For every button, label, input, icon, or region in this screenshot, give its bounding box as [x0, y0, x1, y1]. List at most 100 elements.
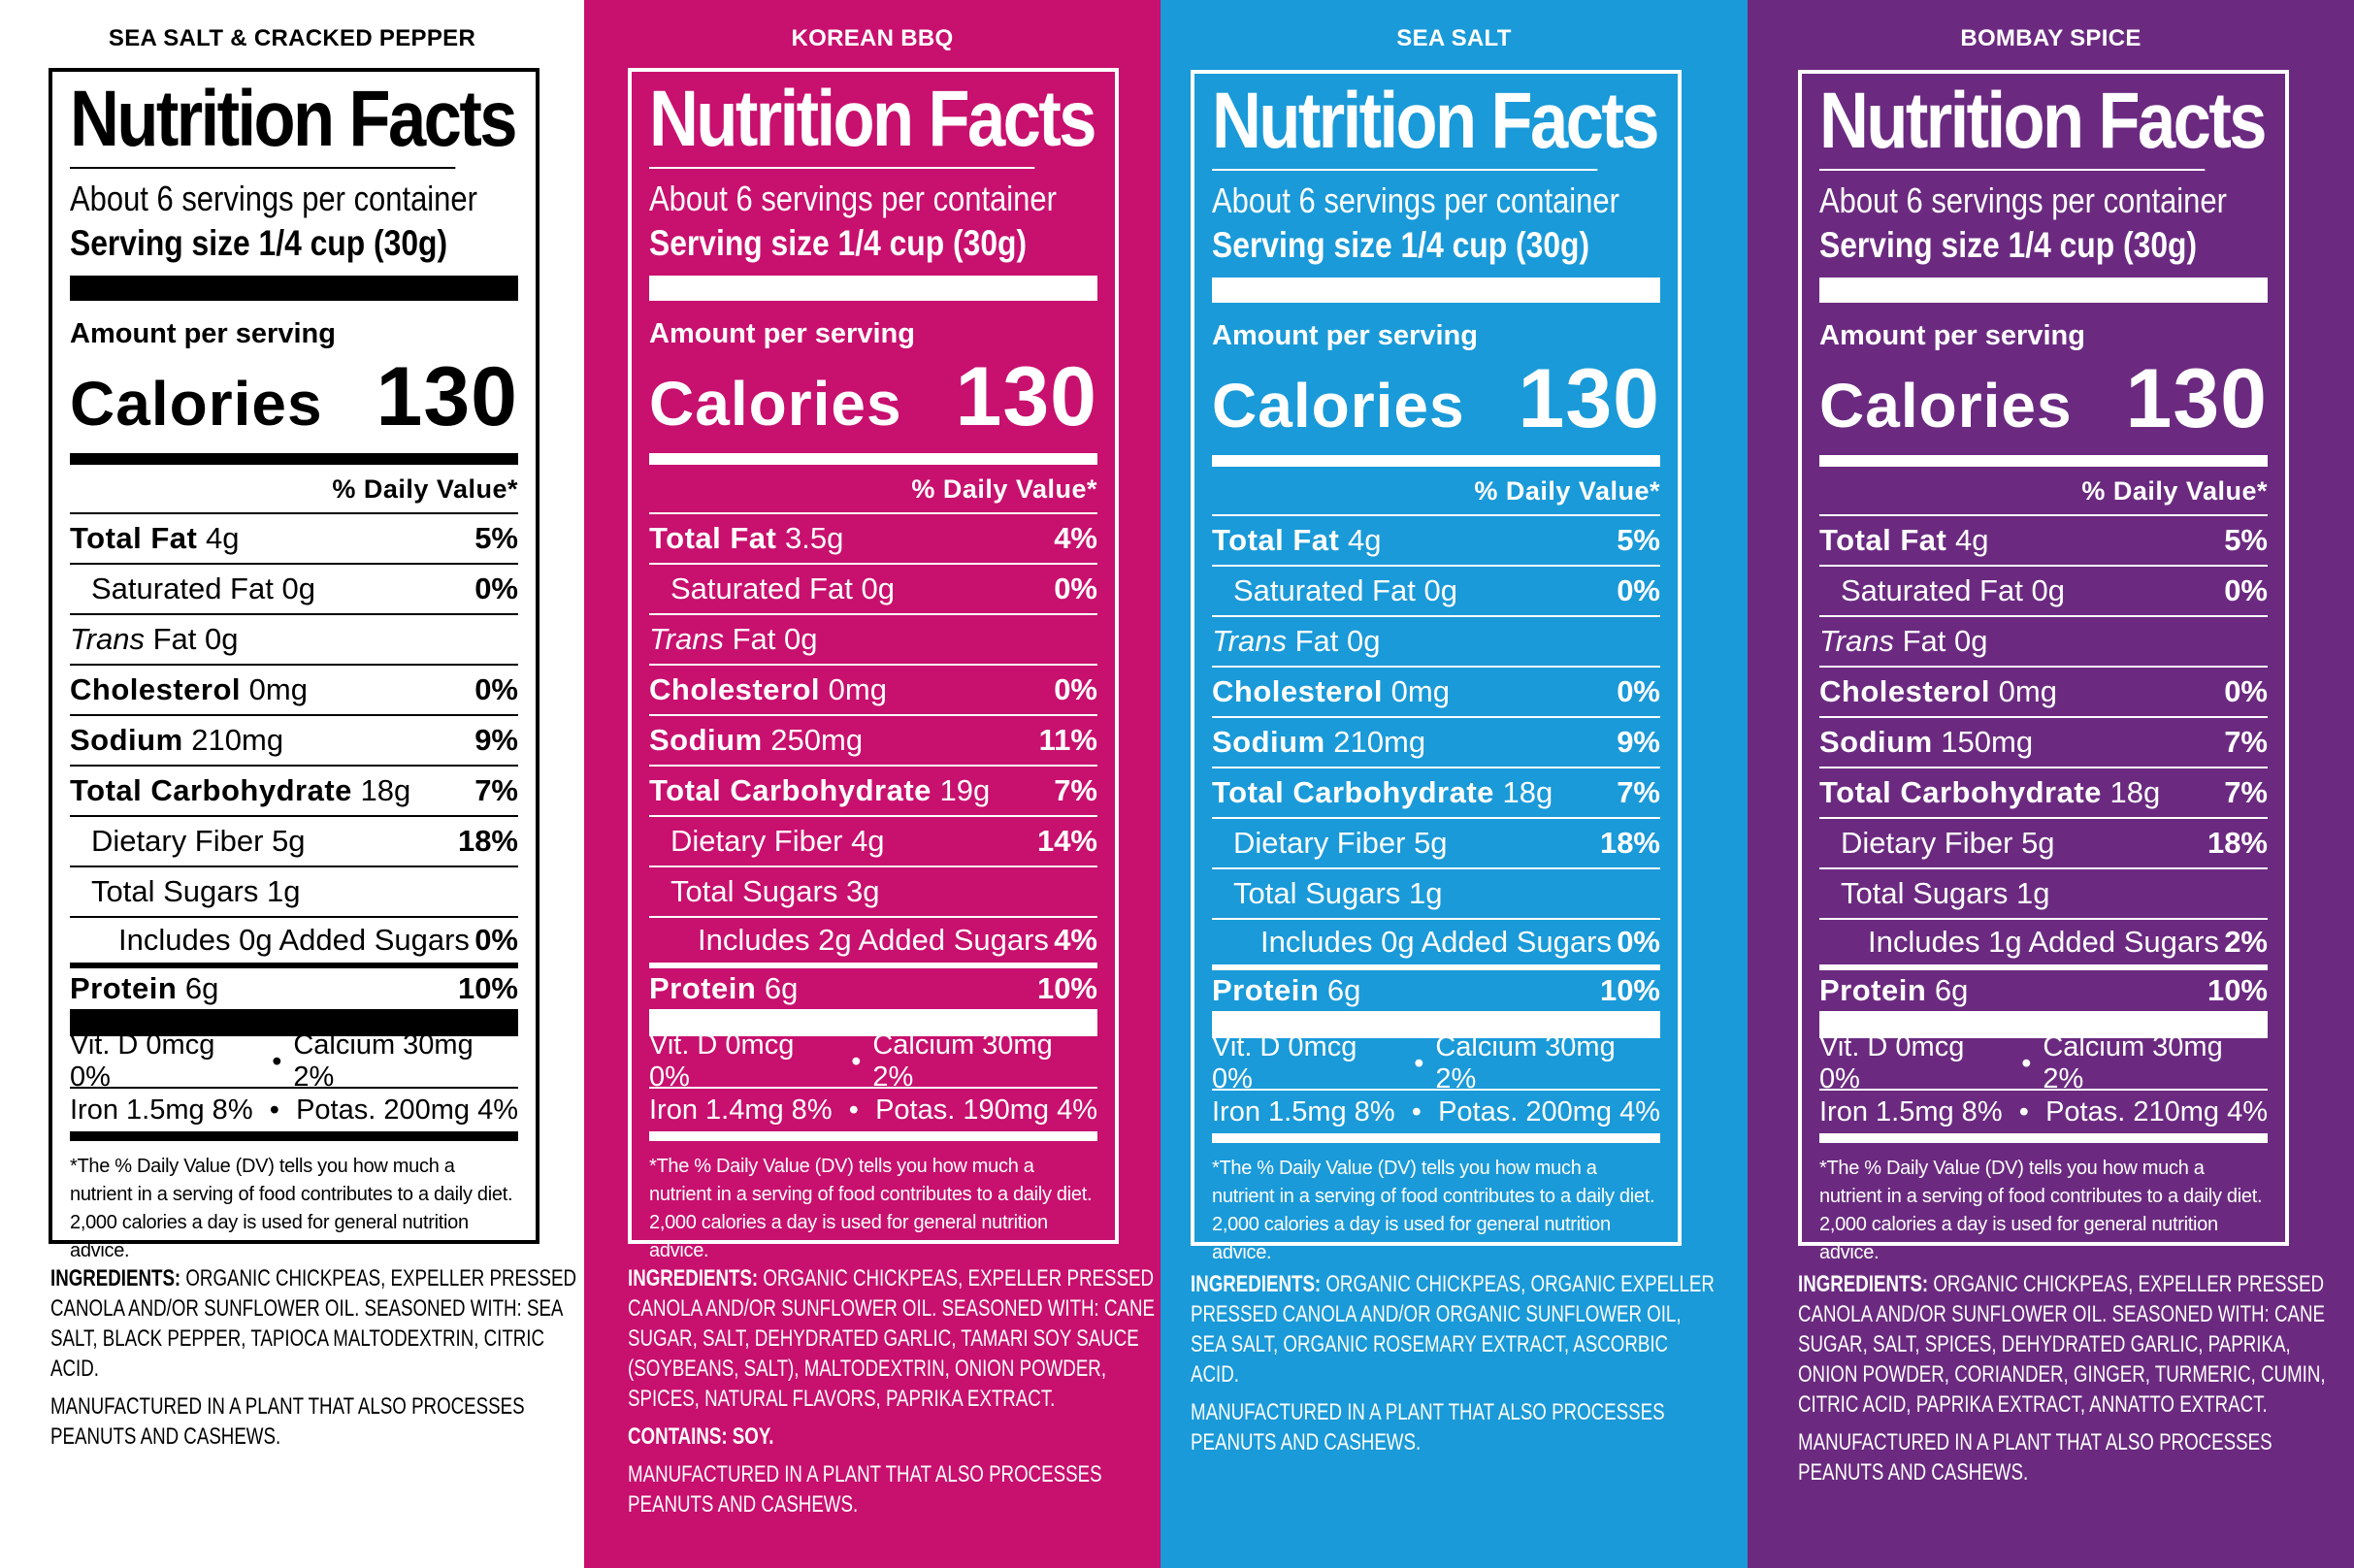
- nutrient-row: Dietary Fiber 5g 18%: [1212, 819, 1660, 870]
- nutrient-amount: Fat 0g: [1294, 624, 1381, 659]
- nutrient-amount: 6g: [1326, 973, 1361, 1008]
- nutrient-name: Sodium: [1212, 725, 1325, 760]
- nutrient-amount: 1g: [2015, 876, 2050, 911]
- daily-value-percent: 5%: [1617, 523, 1660, 558]
- daily-value-percent: 18%: [457, 824, 518, 859]
- bullet-separator: •: [1411, 1095, 1422, 1127]
- nutrient-amount: 4g: [1955, 523, 1989, 558]
- flavor-title: BOMBAY SPICE: [1960, 25, 2141, 51]
- ingredients-block: INGREDIENTS: ORGANIC CHICKPEAS, EXPELLER…: [628, 1263, 1158, 1527]
- nutrient-row: Trans Fat 0g: [649, 615, 1097, 667]
- daily-value-percent: 0%: [2224, 674, 2268, 709]
- nutrient-amount: 0mg: [828, 672, 887, 707]
- nutrient-row: Protein 6g 10%: [1212, 970, 1660, 1039]
- mineral-row: Iron 1.5mg 8% • Potas. 200mg 4%: [70, 1089, 518, 1142]
- ingredients-heading: INGREDIENTS:: [628, 1265, 759, 1291]
- servings-per-container: About 6 servings per container: [1819, 180, 2227, 221]
- nutrient-row: Total Carbohydrate 19g 7%: [649, 767, 1097, 818]
- nutrient-row: Cholesterol 0mg 0%: [1819, 668, 2268, 719]
- nutrient-row: Total Fat 4g 5%: [1212, 516, 1660, 568]
- nutrient-row: Cholesterol 0mg 0%: [649, 666, 1097, 717]
- calories-label: Calories: [649, 369, 902, 440]
- nutrient-row: Total Carbohydrate 18g 7%: [1212, 768, 1660, 820]
- flavor-panel: SEA SALT & CRACKED PEPPER Nutrition Facts…: [0, 0, 584, 1568]
- nutrient-name: Dietary Fiber: [91, 824, 264, 859]
- daily-value-header: % Daily Value*: [1212, 467, 1660, 517]
- daily-value-percent: 0%: [1617, 674, 1660, 709]
- iron: Iron 1.4mg 8%: [649, 1094, 833, 1126]
- mineral-row: Iron 1.4mg 8% • Potas. 190mg 4%: [649, 1089, 1097, 1142]
- nutrient-row: Includes 0g Added Sugars 0%: [1212, 920, 1660, 971]
- label-title: Nutrition Facts: [649, 77, 1096, 170]
- daily-value-percent: 10%: [2207, 973, 2268, 1008]
- daily-value-header: % Daily Value*: [1819, 467, 2268, 517]
- serving-size: Serving size 1/4 cup (30g): [1212, 225, 1590, 266]
- nutrient-amount: 18g: [1502, 775, 1553, 810]
- flavor-panel: KOREAN BBQ Nutrition Facts About 6 serving…: [584, 0, 1161, 1568]
- flavor-panel: SEA SALT Nutrition Facts About 6 servings …: [1161, 0, 1748, 1568]
- thick-divider: [1212, 278, 1660, 304]
- daily-value-footnote: *The % Daily Value (DV) tells you how mu…: [1212, 1158, 1655, 1264]
- vitamin-row: Vit. D 0mcg 0% • Calcium 30mg 2%: [1212, 1031, 1660, 1094]
- nutrient-row: Saturated Fat 0g 0%: [1212, 567, 1660, 618]
- iron: Iron 1.5mg 8%: [1212, 1095, 1395, 1127]
- servings-per-container: About 6 servings per container: [1212, 180, 1619, 221]
- bullet-separator: •: [2018, 1095, 2029, 1127]
- daily-value-percent: 9%: [1617, 725, 1660, 760]
- nutrient-row: Cholesterol 0mg 0%: [70, 666, 518, 717]
- servings-per-container: About 6 servings per container: [649, 179, 1057, 219]
- bullet-separator: •: [269, 1094, 279, 1126]
- nutrient-row: Dietary Fiber 4g 14%: [649, 817, 1097, 868]
- nutrient-amount: 0g: [2031, 573, 2065, 608]
- mineral-row: Iron 1.5mg 8% • Potas. 200mg 4%: [1212, 1091, 1660, 1144]
- nutrient-row: Total Sugars 1g: [1819, 869, 2268, 921]
- calcium: Calcium 30mg 2%: [293, 1029, 474, 1094]
- nutrient-row: Trans Fat 0g: [1819, 617, 2268, 669]
- daily-value-footnote: *The % Daily Value (DV) tells you how mu…: [649, 1156, 1093, 1262]
- allergen-statement: CONTAINS: SOY.: [628, 1423, 774, 1450]
- nutrition-facts-label: Nutrition Facts About 6 servings per cont…: [1191, 70, 1682, 1263]
- nutrient-amount: 0g: [281, 572, 315, 606]
- nutrient-row: Dietary Fiber 5g 18%: [1819, 819, 2268, 870]
- nutrient-amount: 0mg: [248, 672, 308, 707]
- ingredients-heading: INGREDIENTS:: [1191, 1271, 1322, 1297]
- calcium: Calcium 30mg 2%: [872, 1029, 1053, 1094]
- nutrient-row: Includes 2g Added Sugars 4%: [649, 918, 1097, 969]
- daily-value-percent: 0%: [1617, 573, 1660, 608]
- nutrient-name: Trans: [1819, 624, 1894, 659]
- nutrient-row: Total Sugars 1g: [1212, 869, 1660, 921]
- nutrient-amount: 1g: [1408, 876, 1443, 911]
- nutrition-facts-label: Nutrition Facts About 6 servings per cont…: [49, 68, 539, 1261]
- daily-value-percent: 0%: [474, 572, 518, 606]
- flavor-panel: BOMBAY SPICE Nutrition Facts About 6 servi…: [1748, 0, 2354, 1568]
- nutrient-amount: 5g: [272, 824, 306, 859]
- calories-label: Calories: [1212, 371, 1465, 441]
- nutrient-amount: 4g: [206, 521, 240, 556]
- nutrient-name: Includes 1g Added Sugars: [1868, 925, 2219, 960]
- nutrient-name: Trans: [70, 622, 145, 657]
- thick-divider: [1819, 278, 2268, 304]
- nutrient-amount: Fat 0g: [1902, 624, 1988, 659]
- ingredients-text: ORGANIC CHICKPEAS, EXPELLER PRESSED CANO…: [628, 1265, 1155, 1412]
- nutrient-amount: 5g: [1414, 826, 1448, 861]
- nutrition-facts-label: Nutrition Facts About 6 servings per cont…: [628, 68, 1119, 1261]
- daily-value-percent: 18%: [2207, 826, 2268, 861]
- nutrient-name: Trans: [1212, 624, 1287, 659]
- mineral-row: Iron 1.5mg 8% • Potas. 210mg 4%: [1819, 1091, 2268, 1144]
- label-title: Nutrition Facts: [70, 77, 517, 170]
- potassium: Potas. 200mg 4%: [296, 1094, 518, 1126]
- calories-value: 130: [376, 350, 518, 444]
- nutrient-name: Total Carbohydrate: [1819, 775, 2102, 810]
- amount-per-serving: Amount per serving: [649, 318, 915, 350]
- daily-value-header: % Daily Value*: [649, 465, 1097, 515]
- nutrient-name: Total Sugars: [91, 874, 259, 909]
- daily-value-percent: 0%: [1054, 672, 1097, 707]
- nutrient-amount: 0g: [1423, 573, 1457, 608]
- serving-size: Serving size 1/4 cup (30g): [649, 223, 1028, 264]
- nutrient-row: Total Fat 4g 5%: [70, 514, 518, 566]
- calories-label: Calories: [1819, 371, 2073, 441]
- nutrient-name: Cholesterol: [70, 672, 242, 707]
- nutrient-row: Includes 0g Added Sugars 0%: [70, 918, 518, 969]
- daily-value-percent: 4%: [1054, 923, 1097, 958]
